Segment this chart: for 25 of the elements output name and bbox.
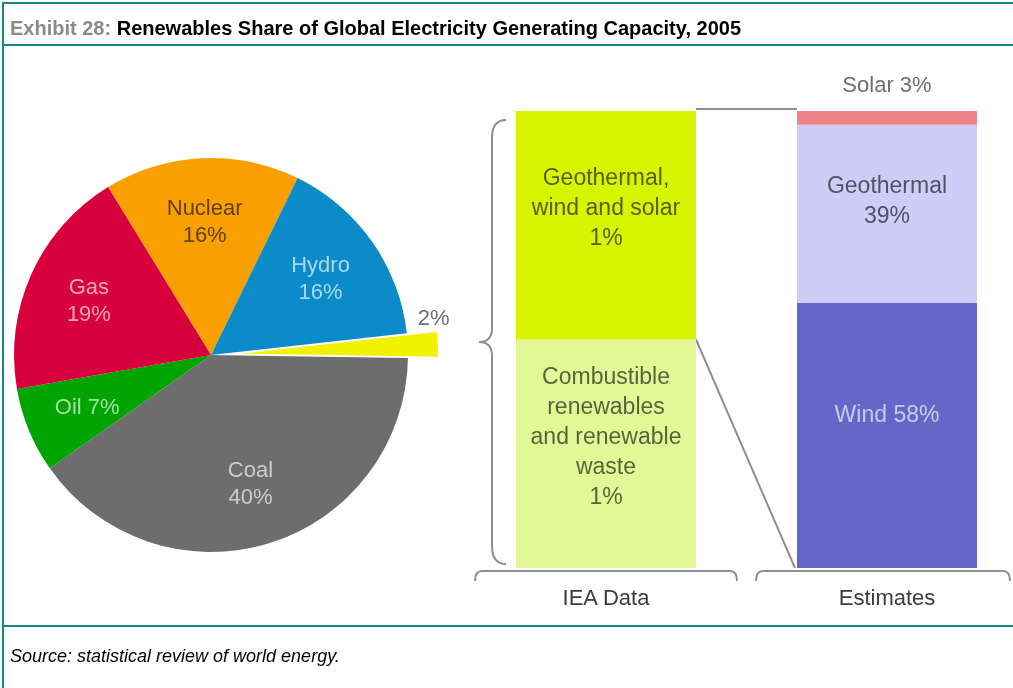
data-label: 19%: [66, 301, 111, 327]
chart-title: Exhibit 28: Renewables Share of Global Electricity Generating Capacity, 2005: [10, 17, 742, 39]
slice-label: Coal: [227, 457, 274, 483]
series-label: Combustible renewables and renewable waste: [530, 362, 682, 479]
series-label: Wind: [834, 401, 887, 428]
data-label: 39%: [863, 201, 911, 228]
data-label: 1%: [589, 482, 623, 509]
slice-label: Gas: [68, 274, 110, 300]
data-label: 16%: [298, 279, 343, 305]
source-note: Source: statistical review of world energy.: [10, 646, 340, 666]
data-label: 7%: [87, 393, 120, 419]
slice-label: Hydro: [291, 252, 350, 278]
data-label: 3%: [899, 71, 932, 97]
slice-label: Oil: [54, 393, 82, 419]
data-label: 16%: [182, 222, 227, 248]
x-tick-label: IEA Data: [562, 585, 651, 610]
data-label: 1%: [589, 224, 623, 251]
data-label: 40%: [228, 484, 273, 510]
data-label: 2%: [417, 305, 450, 331]
series-label: Geothermal, wind and solar: [530, 164, 681, 221]
slice-label: Nuclear: [166, 195, 243, 221]
series-label: Geothermal: [826, 171, 948, 198]
data-label: 58%: [893, 401, 940, 428]
x-tick-label: Estimates: [838, 585, 936, 610]
series-label: Solar: [842, 71, 894, 97]
